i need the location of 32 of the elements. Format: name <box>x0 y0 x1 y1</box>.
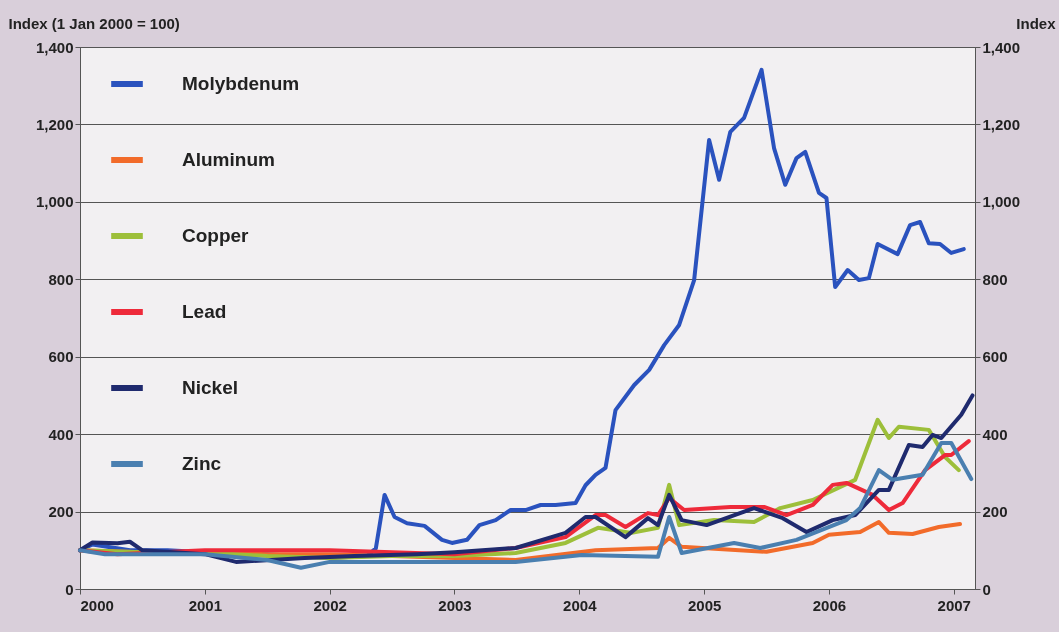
y2-tick-label: 600 <box>982 348 1008 366</box>
y2-tick-label: 1,400 <box>982 38 1021 56</box>
x-tick-label: 2000 <box>80 596 114 614</box>
legend-label: Molybdenum <box>182 73 300 94</box>
legend-label: Copper <box>182 225 250 246</box>
x-tick-label: 2002 <box>313 596 347 614</box>
y-tick-label: 1,200 <box>35 115 74 133</box>
legend-label: Zinc <box>182 453 222 474</box>
legend-label: Lead <box>182 301 227 322</box>
y2-tick-label: 800 <box>982 270 1008 288</box>
x-tick-label: 2003 <box>438 596 472 614</box>
y2-tick-label: 400 <box>982 425 1008 443</box>
y2-tick-label: 1,000 <box>982 193 1021 211</box>
x-tick-label: 2004 <box>563 596 598 614</box>
y-axis-title: Index (1 Jan 2000 = 100) <box>8 14 180 32</box>
y-tick-label: 400 <box>48 425 74 443</box>
y-tick-label: 1,000 <box>35 193 74 211</box>
y2-tick-label: 200 <box>982 503 1008 521</box>
x-tick-label: 2005 <box>687 596 722 614</box>
y2-tick-label: 1,200 <box>982 115 1021 133</box>
legend-label: Nickel <box>182 377 238 398</box>
x-tick-label: 2001 <box>188 596 223 614</box>
legend-label: Aluminum <box>182 149 275 170</box>
y-tick-label: 0 <box>65 580 74 598</box>
y-tick-label: 600 <box>48 348 74 366</box>
y2-axis-title: Index <box>1016 14 1057 32</box>
y-tick-label: 1,400 <box>35 38 74 56</box>
x-tick-label: 2006 <box>812 596 847 614</box>
y-tick-label: 800 <box>48 270 74 288</box>
y-tick-label: 200 <box>48 503 74 521</box>
x-tick-label: 2007 <box>937 596 971 614</box>
y2-tick-label: 0 <box>982 580 991 598</box>
